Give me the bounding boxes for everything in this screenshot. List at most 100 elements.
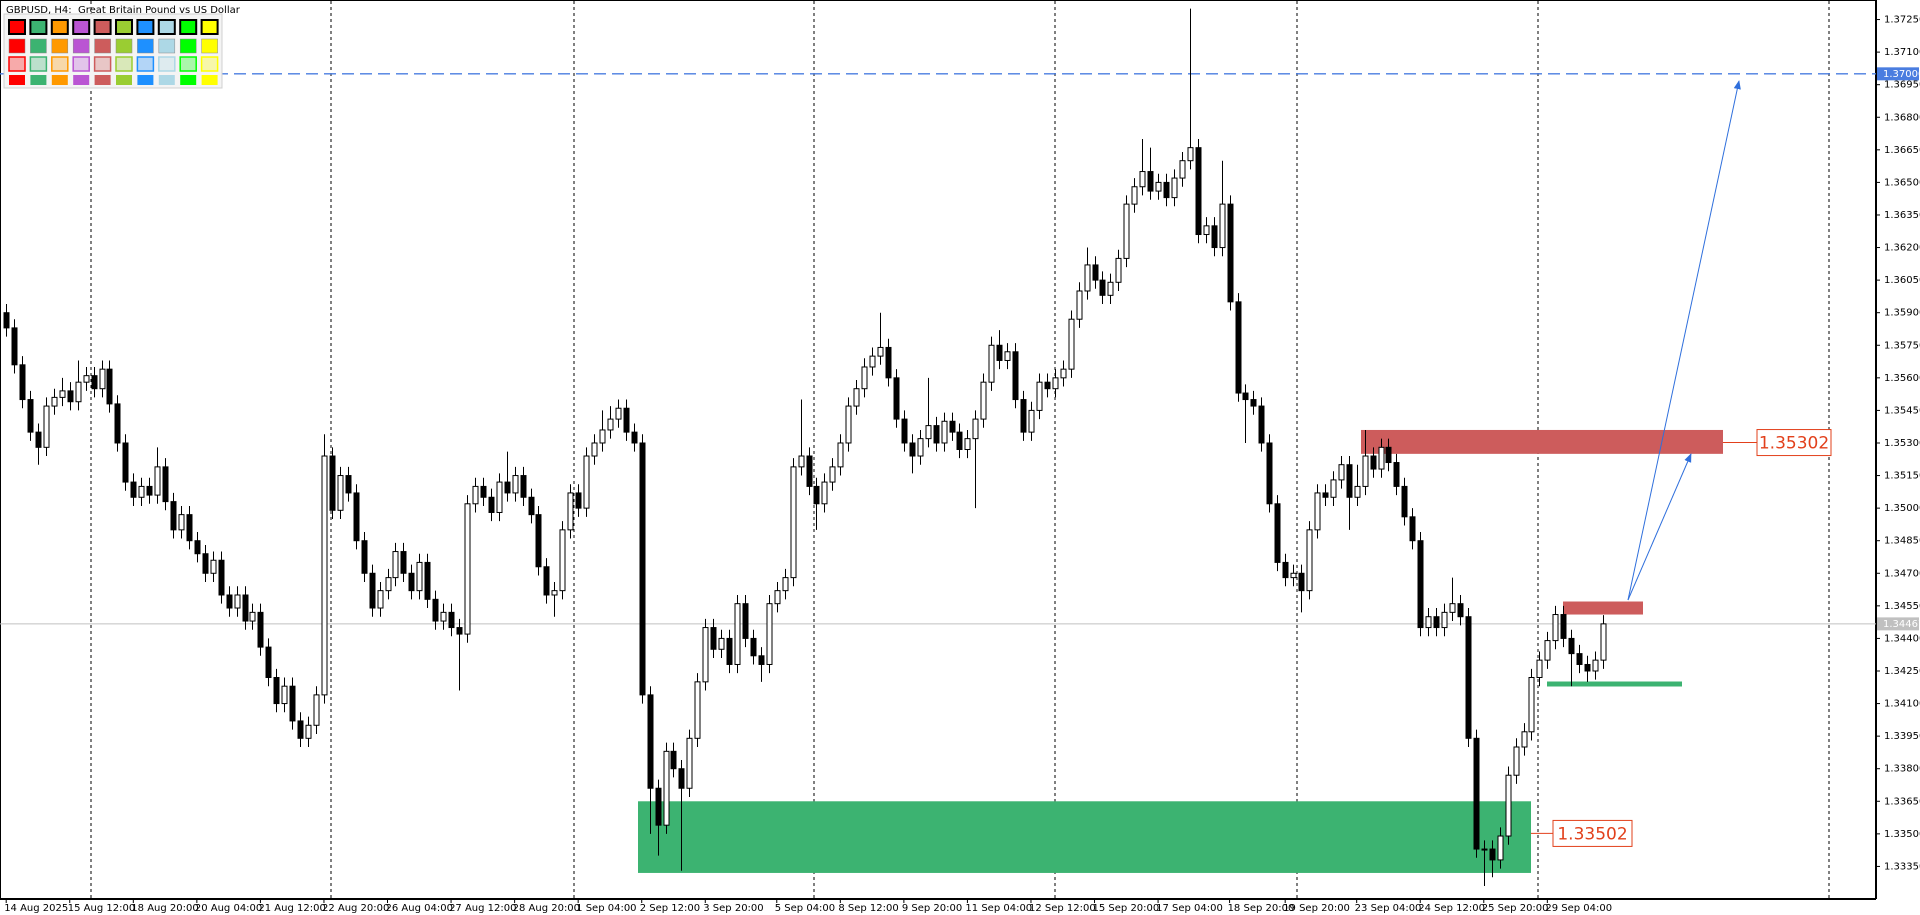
palette-button[interactable]	[73, 75, 90, 85]
price-label-box	[1552, 819, 1633, 847]
palette-button[interactable]	[51, 56, 69, 72]
palette-button[interactable]	[137, 75, 154, 85]
candle-body	[925, 425, 932, 440]
candle-body	[1099, 279, 1106, 296]
candle-body	[1354, 485, 1361, 498]
x-tick-label: 18 Sep 20:00	[1228, 903, 1295, 914]
palette-button[interactable]	[157, 19, 176, 35]
palette-button[interactable]	[93, 56, 112, 72]
palette-button[interactable]	[201, 38, 218, 54]
palette-button[interactable]	[72, 38, 90, 54]
y-tick-label: 1.33950	[1884, 731, 1920, 742]
candle-body	[1235, 301, 1242, 394]
palette-button[interactable]	[51, 38, 69, 54]
palette-button[interactable]	[179, 56, 197, 72]
candle-body	[67, 390, 74, 403]
candle-body	[154, 466, 161, 496]
candle-body	[91, 375, 98, 390]
palette-button[interactable]	[72, 19, 91, 35]
candle-body	[472, 485, 479, 505]
candle-body	[273, 677, 280, 705]
y-tick-label: 1.35900	[1884, 308, 1920, 319]
x-tick-label: 27 Aug 12:00	[449, 903, 516, 914]
palette-button[interactable]	[29, 56, 48, 72]
candle-body	[949, 420, 956, 433]
candle-body	[1020, 399, 1027, 433]
palette-button[interactable]	[94, 75, 111, 85]
candle-body	[345, 475, 352, 494]
candle-body	[1592, 659, 1599, 672]
x-tick-label: 3 Sep 20:00	[703, 903, 763, 914]
palette-button[interactable]	[179, 19, 198, 35]
palette-button[interactable]	[158, 56, 176, 72]
candle-body	[1576, 653, 1583, 665]
palette-button[interactable]	[115, 38, 133, 54]
palette-button[interactable]	[29, 19, 48, 35]
y-tick-label: 1.35600	[1884, 373, 1920, 384]
candle-body	[257, 611, 264, 648]
palette-button[interactable]	[201, 75, 218, 85]
candle-body	[1417, 540, 1424, 629]
candle-body	[1401, 485, 1408, 518]
candle-body	[416, 561, 423, 592]
candle-body	[1505, 774, 1512, 837]
x-tick-label: 25 Sep 20:00	[1482, 903, 1549, 914]
palette-button[interactable]	[116, 75, 132, 85]
candle-body	[1227, 203, 1234, 303]
candle-body	[1004, 351, 1011, 361]
candle-body	[1044, 381, 1051, 390]
x-tick-label: 24 Sep 12:00	[1418, 903, 1485, 914]
candle-body	[1521, 731, 1528, 748]
candle-body	[766, 603, 773, 665]
palette-button[interactable]	[51, 75, 68, 85]
palette-button[interactable]	[93, 19, 112, 35]
palette-button[interactable]	[8, 38, 26, 54]
candle-body	[1107, 281, 1114, 296]
palette-button[interactable]	[8, 56, 26, 72]
zone	[1563, 601, 1643, 615]
y-tick-label: 1.34700	[1884, 568, 1920, 579]
palette-button[interactable]	[179, 38, 197, 54]
current-price-tag	[1877, 617, 1919, 631]
candle-body	[59, 390, 66, 398]
zones-layer	[638, 429, 1723, 873]
palette-button[interactable]	[137, 38, 154, 54]
candle-body	[718, 637, 725, 650]
candle-body	[1378, 446, 1385, 470]
candle-body	[956, 431, 963, 451]
candle-body	[1274, 503, 1281, 563]
palette-button[interactable]	[50, 19, 69, 35]
candle-body	[1060, 368, 1067, 379]
palette-button[interactable]	[30, 75, 47, 85]
palette-button[interactable]	[158, 75, 175, 85]
candle-body	[1115, 257, 1122, 283]
palette-button[interactable]	[180, 75, 197, 85]
palette-button[interactable]	[200, 56, 219, 72]
palette-button[interactable]	[200, 19, 219, 35]
candle-body	[972, 418, 979, 440]
candle-body	[1139, 171, 1146, 188]
zone	[1361, 429, 1723, 454]
candle-body	[1497, 835, 1504, 861]
palette-button[interactable]	[72, 56, 90, 72]
palette-button[interactable]	[9, 75, 25, 85]
palette-button[interactable]	[136, 19, 155, 35]
palette-button[interactable]	[94, 38, 111, 54]
palette-button[interactable]	[115, 56, 133, 72]
candle-body	[678, 768, 685, 789]
candle-body	[297, 720, 304, 739]
candle-body	[1513, 746, 1520, 776]
palette-button[interactable]	[136, 56, 155, 72]
palette-button[interactable]	[8, 19, 26, 35]
palette-button[interactable]	[158, 38, 176, 54]
palette-button[interactable]	[115, 19, 133, 35]
candle-body	[670, 750, 677, 770]
x-tick-label: 15 Sep 20:00	[1093, 903, 1160, 914]
candle-body	[170, 501, 177, 531]
candle-body	[162, 466, 169, 503]
candle-body	[1036, 381, 1043, 411]
candle-body	[114, 403, 121, 444]
palette-button[interactable]	[30, 38, 47, 54]
candle-body	[75, 381, 82, 403]
y-tick-label: 1.36950	[1884, 80, 1920, 91]
